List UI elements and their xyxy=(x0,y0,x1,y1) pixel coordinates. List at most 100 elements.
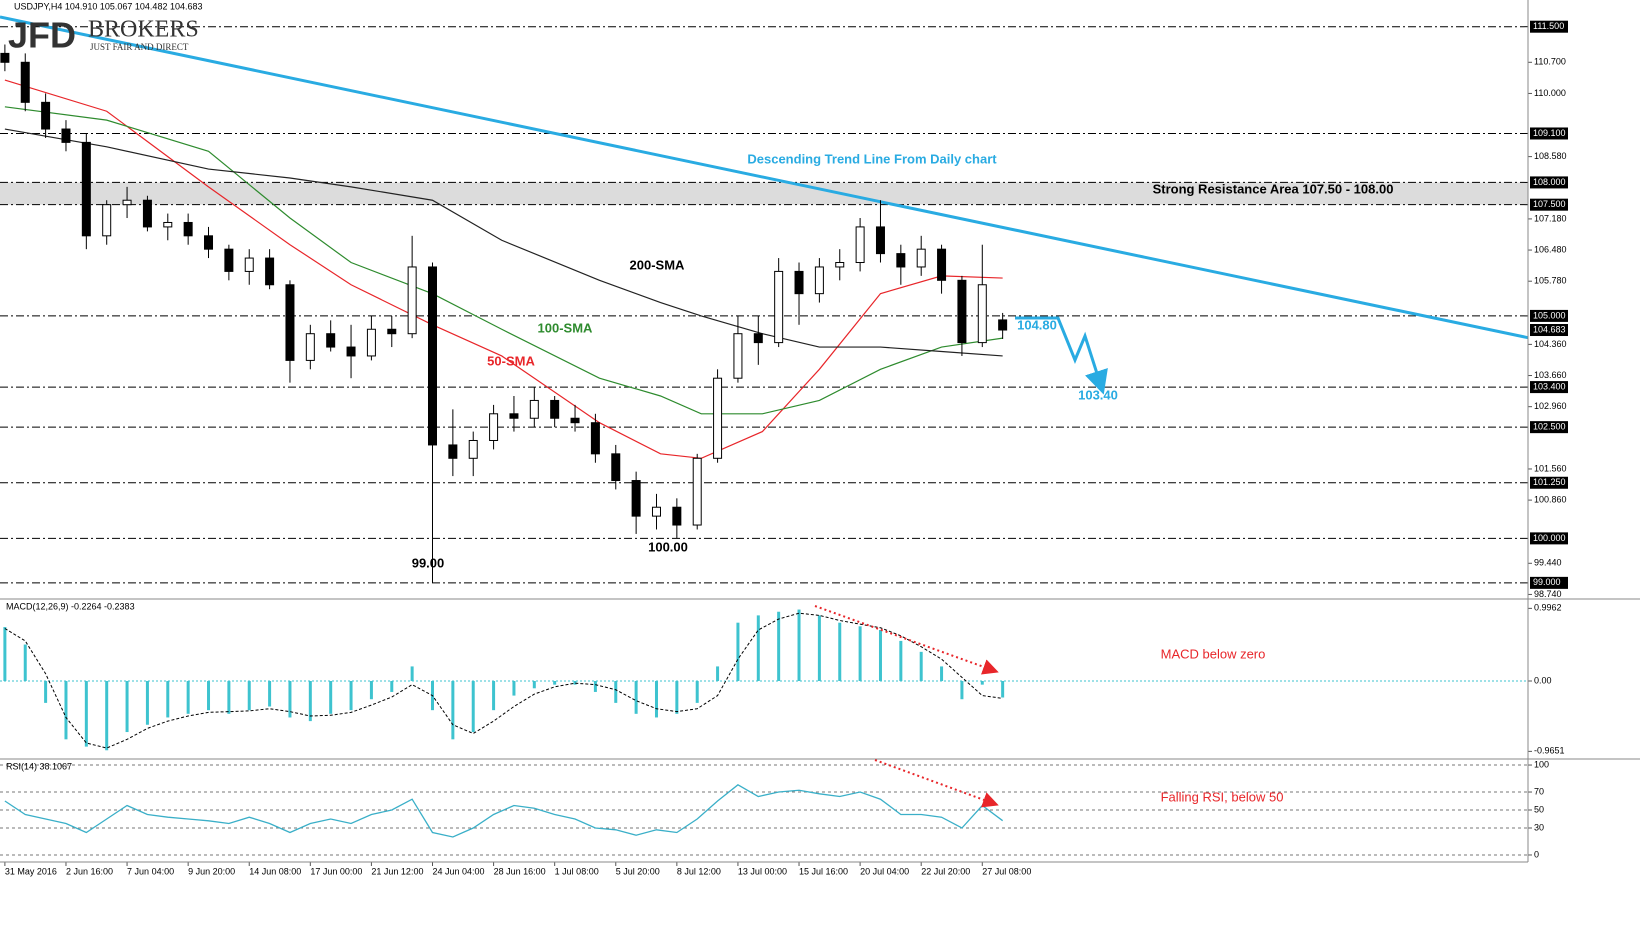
sma-line xyxy=(4,128,1003,357)
macd-bar xyxy=(960,681,964,700)
candle-body xyxy=(163,221,173,228)
y-tick-label: 99.440 xyxy=(1534,558,1562,568)
x-tick-label: 21 Jun 12:00 xyxy=(371,866,423,876)
candle-body xyxy=(570,417,580,424)
x-tick-label: 17 Jun 00:00 xyxy=(310,866,362,876)
macd-bar xyxy=(268,681,272,707)
y-tick-label: 0 xyxy=(1534,849,1539,859)
rsi-line xyxy=(4,784,1004,838)
y-tick-label: 102.960 xyxy=(1534,401,1567,411)
x-tick-label: 14 Jun 08:00 xyxy=(249,866,301,876)
macd-bar xyxy=(207,681,211,711)
candle-body xyxy=(366,328,376,357)
annotation: Falling RSI, below 50 xyxy=(1161,789,1284,804)
level-label: 111.500 xyxy=(1533,21,1564,31)
macd-bar xyxy=(247,681,251,711)
tagline: JUST FAIR AND DIRECT xyxy=(90,42,189,52)
candle-body xyxy=(733,333,743,379)
candle-body xyxy=(407,266,417,335)
annotation: 99.00 xyxy=(412,555,445,570)
macd-bar xyxy=(838,622,842,682)
y-tick-label: -0.9651 xyxy=(1534,746,1565,756)
level-label: 99.000 xyxy=(1533,577,1561,587)
y-tick-label: 50 xyxy=(1534,804,1544,814)
macd-bar xyxy=(654,681,658,718)
macd-bar xyxy=(471,681,475,733)
trend-line xyxy=(0,15,1529,340)
candle-body xyxy=(448,444,458,459)
macd-bar xyxy=(410,666,414,682)
candle-body xyxy=(265,257,275,286)
x-tick-label: 2 Jun 16:00 xyxy=(66,866,113,876)
plot-layer: 110.700 110.000 108.580 107.180 106.480 105.7… xyxy=(0,15,1568,876)
macd-bar xyxy=(186,681,190,714)
macd-bar xyxy=(3,627,7,682)
macd-bar xyxy=(756,615,760,682)
sma-label: 50-SMA xyxy=(487,353,535,368)
chart-title: USDJPY,H4 104.910 105.067 104.482 104.68… xyxy=(14,1,203,11)
macd-bar xyxy=(84,681,88,747)
candle-body xyxy=(41,101,51,130)
macd-bar xyxy=(105,681,109,751)
annotation: Strong Resistance Area 107.50 - 108.00 xyxy=(1153,181,1394,196)
macd-bar xyxy=(919,651,923,682)
y-tick-label: 105.780 xyxy=(1534,276,1567,286)
divergence-arrow xyxy=(874,759,999,808)
x-tick-label: 24 Jun 04:00 xyxy=(432,866,484,876)
y-tick-label: 104.360 xyxy=(1534,339,1567,349)
candle-body xyxy=(529,399,539,419)
macd-bar xyxy=(308,681,312,722)
macd-bar xyxy=(532,681,536,689)
x-tick-label: 9 Jun 20:00 xyxy=(188,866,235,876)
macd-bar xyxy=(390,681,394,692)
macd-bar xyxy=(675,681,679,714)
candle-body xyxy=(590,422,600,455)
candle-body xyxy=(427,266,437,446)
y-tick-label: 70 xyxy=(1534,786,1544,796)
level-label: 107.500 xyxy=(1533,199,1566,209)
x-tick-label: 28 Jun 16:00 xyxy=(494,866,546,876)
y-tick-label: 100 xyxy=(1534,759,1549,769)
trend-label: Descending Trend Line From Daily chart xyxy=(747,151,997,166)
annotation: 100.00 xyxy=(648,539,688,554)
candle-body xyxy=(285,284,295,361)
logo: JFD xyxy=(8,15,76,56)
macd-bar xyxy=(716,666,720,682)
y-tick-label: 103.660 xyxy=(1534,370,1567,380)
candle-body xyxy=(20,61,30,103)
x-tick-label: 5 Jul 20:00 xyxy=(616,866,660,876)
macd-bar xyxy=(288,681,292,718)
macd-bar xyxy=(777,611,781,682)
level-label: 101.250 xyxy=(1533,477,1566,487)
annotation: 103.40 xyxy=(1078,387,1118,402)
macd-bar xyxy=(736,622,740,682)
candle-body xyxy=(814,266,824,295)
level-box xyxy=(1530,381,1568,394)
candle-body xyxy=(855,226,865,264)
level-label: 102.500 xyxy=(1533,422,1566,432)
resistance-band xyxy=(0,182,1528,205)
projection-arrow xyxy=(1015,316,1108,395)
macd-bar xyxy=(695,681,699,703)
macd-bar xyxy=(329,681,333,714)
x-tick-label: 31 May 2016 xyxy=(5,866,57,876)
sma-label: 100-SMA xyxy=(538,320,594,335)
y-tick-label: 100.860 xyxy=(1534,494,1567,504)
x-tick-label: 20 Jul 04:00 xyxy=(860,866,909,876)
macd-bar xyxy=(553,681,557,685)
y-tick-label: 98.740 xyxy=(1534,589,1562,599)
level-box xyxy=(1530,198,1568,211)
macd-bar xyxy=(878,629,882,682)
candle-body xyxy=(774,270,784,344)
macd-bar xyxy=(817,615,821,682)
candle-body xyxy=(305,333,315,361)
candle-body xyxy=(142,199,152,228)
candle-body xyxy=(387,328,397,335)
candle-body xyxy=(61,128,71,143)
candle-body xyxy=(998,319,1008,331)
sma-line xyxy=(4,79,1003,459)
candle-body xyxy=(896,253,906,268)
macd-bar xyxy=(797,609,801,682)
sma-label: 200-SMA xyxy=(630,257,686,272)
